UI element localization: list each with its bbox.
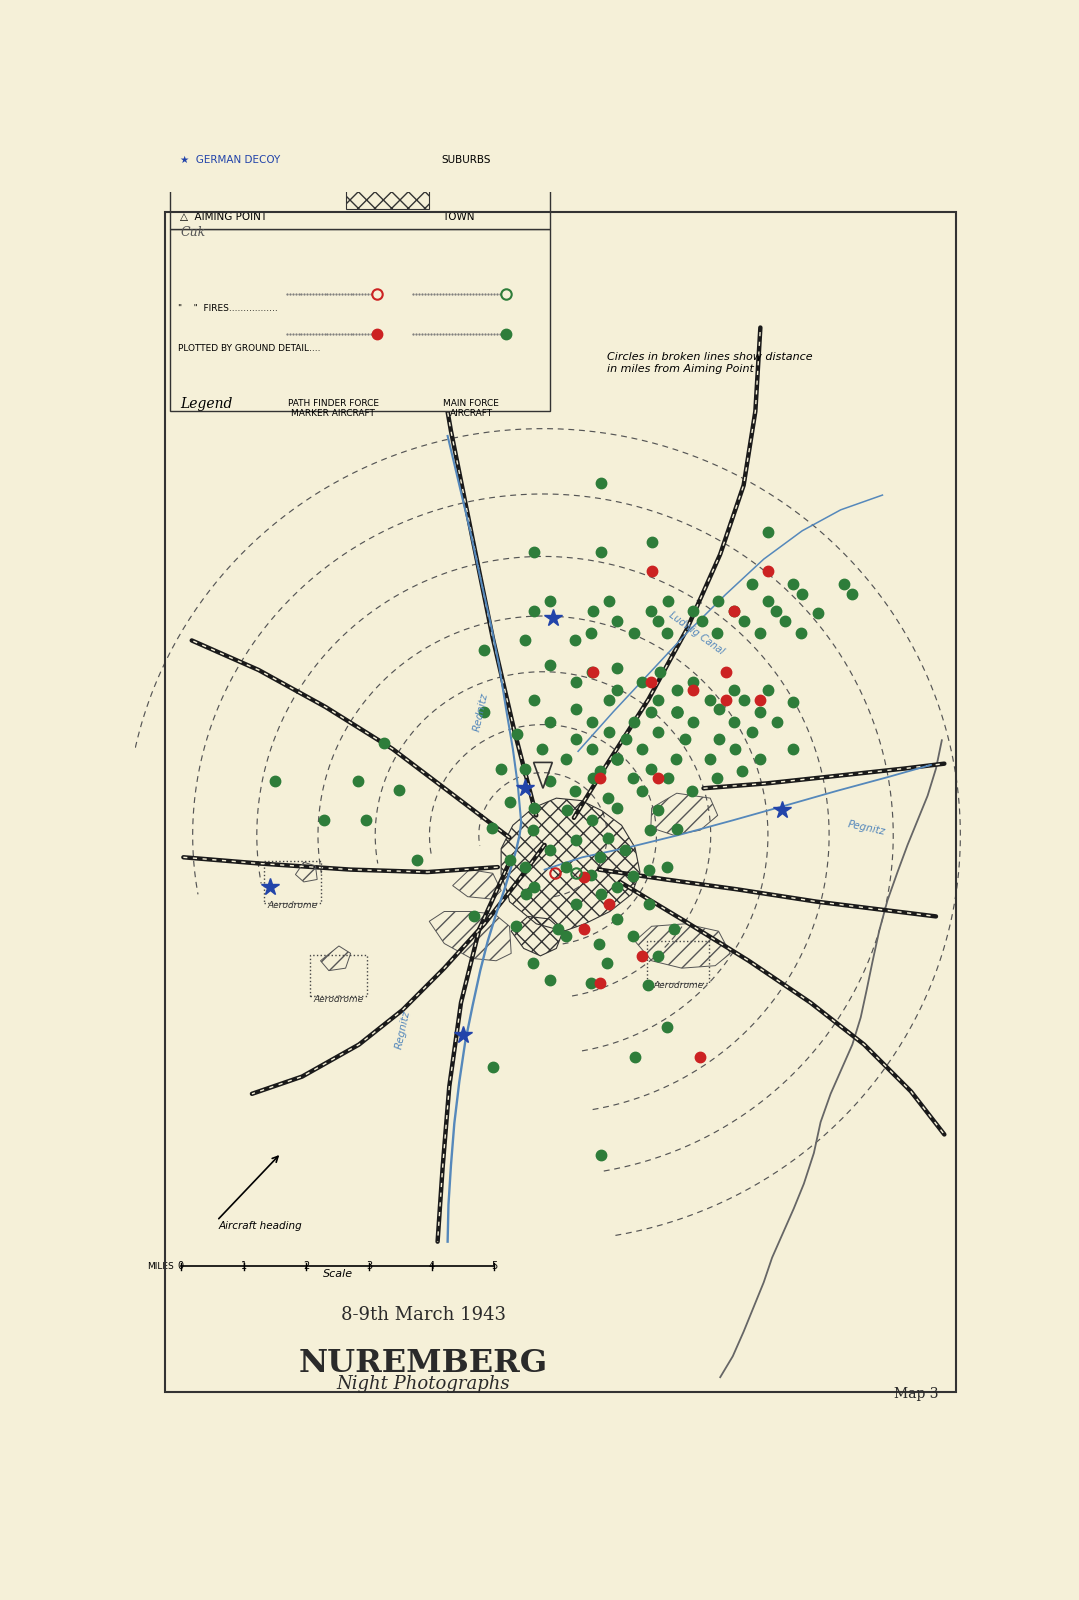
Text: PLOTTED BY GROUND DETAIL....: PLOTTED BY GROUND DETAIL.... — [178, 344, 320, 352]
FancyBboxPatch shape — [170, 98, 550, 229]
Text: SUBURBS: SUBURBS — [441, 155, 491, 165]
Bar — [263, 861, 320, 902]
Text: 2: 2 — [303, 1261, 310, 1272]
Text: Map 3: Map 3 — [894, 1387, 939, 1402]
Bar — [345, 168, 429, 210]
Text: Scale: Scale — [323, 1269, 353, 1278]
Text: Aerodrome: Aerodrome — [267, 901, 317, 910]
Text: 8-9th March 1943: 8-9th March 1943 — [341, 1306, 506, 1323]
Text: 5: 5 — [491, 1261, 497, 1272]
Text: PATH FINDER FORCE
MARKER AIRCRAFT: PATH FINDER FORCE MARKER AIRCRAFT — [288, 398, 379, 418]
Text: 4: 4 — [428, 1261, 435, 1272]
Text: Rednitz: Rednitz — [473, 691, 490, 733]
Text: 0: 0 — [178, 1261, 183, 1272]
Text: Legend: Legend — [180, 397, 232, 411]
Text: 3: 3 — [366, 1261, 372, 1272]
Text: NUREMBERG: NUREMBERG — [299, 1347, 548, 1379]
Text: MAIN FORCE
AIRCRAFT: MAIN FORCE AIRCRAFT — [443, 398, 498, 418]
Bar — [310, 955, 367, 997]
Text: Circles in broken lines show distance
in miles from Aiming Point: Circles in broken lines show distance in… — [607, 352, 812, 374]
Text: Regnitz: Regnitz — [394, 1010, 411, 1050]
Text: Night Photographs: Night Photographs — [337, 1374, 510, 1392]
Text: Ludwig Canal: Ludwig Canal — [668, 610, 726, 656]
FancyBboxPatch shape — [170, 229, 550, 411]
Bar — [647, 941, 709, 982]
Text: MILES: MILES — [148, 1262, 174, 1270]
Text: Aircraft heading: Aircraft heading — [218, 1221, 302, 1230]
Bar — [345, 110, 429, 152]
Text: Aerodrome: Aerodrome — [313, 995, 364, 1003]
Text: ★  GERMAN DECOY: ★ GERMAN DECOY — [180, 155, 281, 165]
Text: Pegnitz: Pegnitz — [847, 819, 886, 837]
Text: "    "  FIRES.................: " " FIRES................. — [178, 304, 278, 314]
Text: 1: 1 — [241, 1261, 247, 1272]
Text: TOWN: TOWN — [441, 211, 475, 222]
Text: Aerodrome: Aerodrome — [654, 981, 704, 990]
Text: △  AIMING POINT: △ AIMING POINT — [180, 211, 268, 222]
Text: Cuk: Cuk — [181, 227, 206, 240]
